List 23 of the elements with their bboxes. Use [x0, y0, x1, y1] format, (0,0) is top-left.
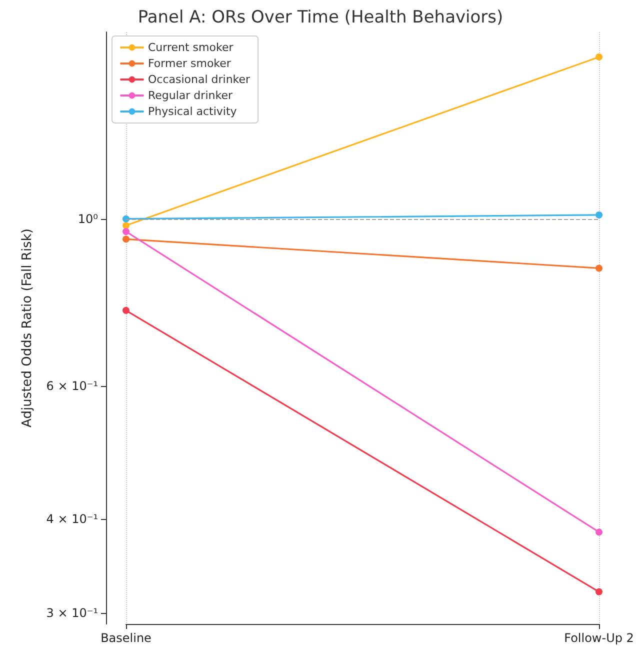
legend-label: Former smoker [148, 57, 232, 70]
x-tick-label: Baseline [100, 631, 152, 645]
point [122, 306, 130, 314]
legend-label: Current smoker [148, 41, 234, 54]
point [122, 215, 130, 222]
point [122, 236, 130, 243]
point [596, 264, 602, 272]
point [596, 588, 602, 596]
point [122, 222, 130, 229]
y-tick-label: 3 × 10⁻¹ [46, 606, 98, 620]
point [122, 228, 130, 236]
legend-label: Occasional drinker [148, 73, 251, 86]
point [596, 528, 602, 536]
x-tick-label: Follow-Up 2 [564, 631, 634, 645]
y-tick-label: 6 × 10⁻¹ [46, 379, 98, 394]
point [596, 53, 602, 60]
legend-label: Regular drinker [148, 89, 233, 102]
point [596, 211, 602, 218]
legend-label: Physical activity [148, 105, 238, 118]
chart-title: Panel A: ORs Over Time (Health Behaviors) [138, 8, 504, 28]
y-tick-label: 10⁰ [78, 212, 98, 226]
y-tick-label: 4 × 10⁻¹ [46, 512, 98, 526]
y-axis-title: Adjusted Odds Ratio (Fall Risk) [20, 228, 35, 428]
